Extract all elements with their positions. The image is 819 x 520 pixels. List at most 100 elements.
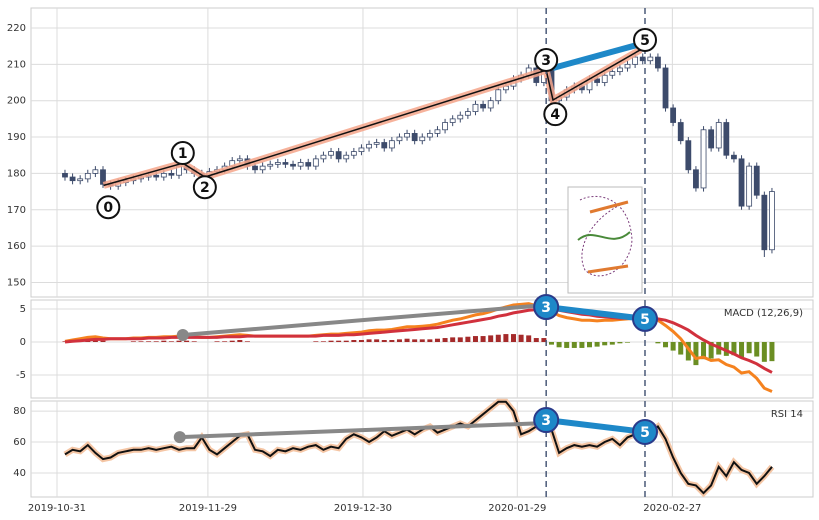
y-tick-label: 180 (7, 168, 26, 179)
histogram-bar (510, 334, 516, 342)
marker-label: 1 (178, 146, 188, 162)
candle-body (252, 165, 258, 171)
candle-body (411, 133, 418, 142)
histogram-bar (480, 336, 486, 342)
candle-body (236, 158, 243, 162)
candle-body (168, 173, 175, 176)
histogram-bar (138, 341, 144, 342)
histogram-bar (328, 340, 334, 342)
histogram-bar (351, 340, 357, 342)
histogram-bar (556, 342, 562, 348)
y-tick-label: 60 (13, 437, 26, 448)
candle-body (335, 151, 342, 160)
candle-body (723, 122, 730, 156)
histogram-bar (617, 342, 623, 344)
marker-circle (632, 27, 657, 52)
y-tick-label: 220 (7, 23, 26, 34)
candle-body (84, 173, 91, 180)
candle-body (442, 122, 448, 131)
y-tick-label: 40 (13, 468, 26, 479)
histogram-bar (450, 337, 456, 342)
histogram-bar (746, 342, 752, 354)
candle-body (685, 140, 692, 171)
candle-body (396, 136, 403, 142)
candle-body (358, 147, 365, 152)
histogram-bar (313, 341, 319, 342)
candle-body (753, 165, 760, 196)
histogram-bar (237, 340, 243, 342)
x-tick-label: 2020-02-27 (643, 503, 701, 514)
candle-body (655, 56, 661, 69)
candle-body (100, 169, 106, 185)
candle-body (62, 173, 68, 178)
histogram-bar (754, 342, 760, 357)
histogram-bar (495, 334, 501, 342)
candle-body (487, 100, 494, 109)
histogram-bar (419, 339, 425, 342)
candle-body (746, 165, 753, 207)
candle-body (670, 107, 677, 123)
marker-circle (533, 294, 560, 320)
y-tick-label: 0 (20, 337, 26, 348)
histogram-bar (769, 342, 775, 362)
histogram-bar (701, 342, 707, 360)
histogram-bar (366, 339, 372, 342)
inset-image (567, 186, 643, 294)
candle-body (708, 129, 715, 149)
guide-line (179, 421, 547, 440)
histogram-bar (579, 342, 585, 348)
inset-shape (577, 231, 631, 241)
candle-body (312, 158, 319, 167)
candle-body (662, 67, 669, 109)
candle-body (404, 133, 410, 138)
histogram-bar (518, 334, 524, 342)
marker-label: 0 (103, 200, 113, 216)
histogram-bar (594, 342, 600, 347)
candle-body (738, 158, 745, 207)
histogram-bar (389, 340, 395, 342)
histogram-bar (381, 340, 387, 342)
histogram-bar (465, 336, 471, 342)
marker-circle (96, 195, 121, 220)
histogram-bar (723, 342, 729, 356)
y-tick-label: 150 (7, 277, 26, 288)
histogram-bar (602, 342, 608, 346)
histogram-bar (625, 342, 631, 343)
histogram-bar (587, 342, 593, 348)
histogram-bar (693, 342, 699, 366)
histogram-bar (663, 342, 669, 348)
histogram-bar (548, 342, 554, 345)
histogram-bar (526, 335, 532, 342)
candle-body (259, 165, 266, 171)
histogram-bar (678, 342, 684, 355)
histogram-bar (244, 341, 250, 342)
candle-body (609, 71, 616, 76)
guide-dot (176, 329, 189, 341)
candle-body (153, 174, 160, 178)
histogram-bar (427, 339, 433, 342)
marker-label: 3 (541, 300, 551, 316)
histogram-bar (564, 342, 570, 348)
histogram-bar (184, 340, 190, 342)
x-tick-label: 2019-11-29 (179, 503, 237, 514)
histogram-bar (655, 342, 661, 344)
candle-body (632, 56, 639, 65)
candle-body (366, 143, 372, 149)
histogram-bar (222, 341, 228, 342)
link-line (545, 417, 646, 435)
histogram-bar (229, 340, 235, 342)
candle-body (693, 169, 699, 189)
candle-body (761, 194, 768, 251)
histogram-bar (541, 338, 547, 342)
candle-body (290, 163, 296, 167)
link-line (545, 304, 646, 322)
histogram-bar (761, 342, 767, 362)
candle-body (464, 111, 471, 116)
histogram-bar (685, 342, 691, 361)
histogram-bar (396, 339, 402, 342)
guide-dot (173, 431, 186, 444)
histogram-bar (472, 336, 478, 342)
candle-body (647, 56, 654, 62)
candle-body (617, 67, 623, 73)
y-tick-label: -5 (16, 370, 26, 381)
